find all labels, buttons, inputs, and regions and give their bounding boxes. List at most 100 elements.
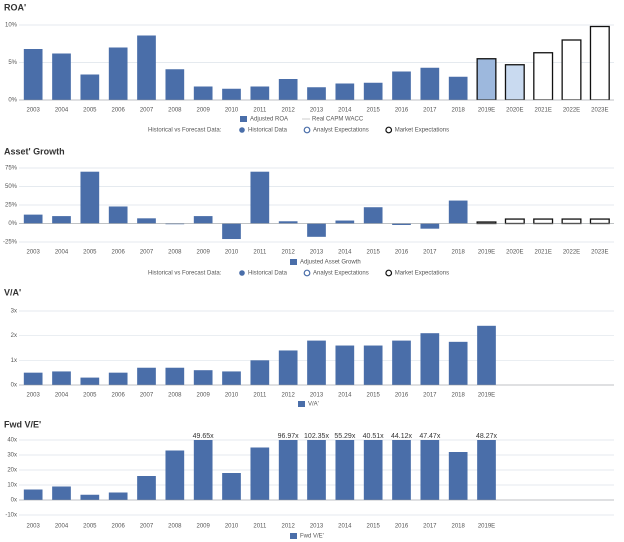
bar [307, 87, 326, 100]
x-tick-label: 2008 [168, 108, 182, 114]
x-tick-label: 2010 [225, 393, 239, 399]
x-tick-label: 2008 [168, 250, 182, 256]
bar [165, 223, 185, 225]
y-tick-label: 0% [8, 221, 17, 227]
y-tick-label: 3x [11, 309, 17, 315]
bar [80, 377, 100, 385]
bar [137, 218, 156, 224]
bar [165, 367, 185, 385]
bar [137, 35, 156, 100]
forecast-legend-title: Historical vs Forecast Data: [148, 271, 222, 277]
bar [108, 206, 128, 224]
legend-swatch [290, 259, 297, 265]
x-tick-label: 2018 [451, 108, 465, 114]
bar [363, 207, 383, 224]
x-tick-label: 2009 [196, 250, 210, 256]
legend-marker [239, 270, 245, 276]
bar [392, 440, 411, 500]
x-tick-label: 2008 [168, 524, 182, 530]
bars [23, 25, 610, 100]
bar [137, 367, 156, 385]
x-tick-label: 2013 [310, 250, 324, 256]
bar [363, 82, 383, 100]
x-tick-label: 2009 [196, 524, 210, 530]
bar [392, 223, 411, 225]
bar [250, 171, 270, 224]
x-tick-label: 2016 [395, 108, 409, 114]
legend-swatch [298, 401, 305, 407]
bar [561, 218, 582, 225]
bar [137, 476, 156, 500]
forecast-legend-title: Historical vs Forecast Data: [148, 128, 222, 134]
value-label: 102.35x [304, 433, 329, 440]
x-tick-label: 2015 [366, 250, 380, 256]
x-tick-label: 2011 [253, 250, 267, 256]
bar [222, 371, 241, 385]
legend-marker [385, 269, 393, 277]
y-tick-label: 1x [11, 358, 17, 364]
value-label: 47.47x [419, 433, 441, 440]
bar [23, 489, 43, 500]
x-tick-label: 2019E [478, 524, 495, 530]
x-tick-label: 2004 [55, 250, 69, 256]
bar [477, 440, 496, 500]
value-label: 55.29x [334, 433, 356, 440]
bar [448, 341, 468, 385]
x-tick-label: 2003 [26, 250, 40, 256]
bar [23, 214, 43, 224]
chart-title: Asset' Growth [4, 146, 65, 156]
x-tick-label: 2004 [55, 524, 69, 530]
chart-title: ROA' [4, 2, 26, 12]
x-tick-label: 2011 [253, 108, 267, 114]
x-tick-label: 2005 [83, 250, 97, 256]
bar [222, 473, 241, 500]
bar [504, 64, 525, 100]
bar [52, 216, 71, 224]
bar [448, 76, 468, 100]
x-tick-label: 2014 [338, 108, 352, 114]
x-tick-label: 2007 [140, 393, 154, 399]
x-tick-label: 2004 [55, 393, 69, 399]
x-tick-label: 2019E [478, 250, 495, 256]
y-tick-label: 0x [11, 383, 17, 389]
bar [420, 223, 440, 229]
x-tick-label: 2015 [366, 524, 380, 530]
bar [448, 200, 468, 224]
x-tick-label: 2017 [423, 108, 437, 114]
y-tick-label: 75% [5, 166, 18, 172]
x-tick-label: 2015 [366, 393, 380, 399]
bar [52, 371, 71, 385]
x-tick-label: 2013 [310, 393, 324, 399]
legend-label: Fwd V/E' [300, 534, 324, 540]
x-tick-label: 2005 [83, 393, 97, 399]
x-tick-label: 2011 [253, 524, 267, 530]
x-tick-label: 2007 [140, 108, 154, 114]
x-tick-label: 2006 [111, 108, 125, 114]
y-tick-label: 25% [5, 203, 18, 209]
x-tick-label: 2021E [534, 250, 551, 256]
bars [23, 171, 610, 240]
bar [448, 452, 468, 500]
x-tick-label: 2006 [111, 524, 125, 530]
legend-swatch [240, 116, 247, 122]
bar [52, 486, 71, 500]
x-tick-label: 2005 [83, 524, 97, 530]
bar [561, 39, 582, 100]
y-tick-label: 2x [11, 333, 17, 339]
y-tick-label: 0x [11, 498, 17, 504]
x-tick-label: 2017 [423, 393, 437, 399]
bar [335, 345, 355, 385]
bar [222, 88, 241, 100]
bar [476, 58, 497, 100]
legend-marker [385, 126, 393, 134]
x-tick-label: 2018 [451, 393, 465, 399]
legend-marker [303, 269, 311, 277]
x-tick-label: 2009 [196, 393, 210, 399]
legend-label: Historical Data [248, 271, 288, 277]
bar [165, 69, 185, 100]
y-tick-label: 10x [7, 483, 17, 489]
x-tick-label: 2022E [563, 108, 580, 114]
bar [52, 53, 71, 100]
bar [533, 52, 554, 100]
y-tick-label: 10% [5, 23, 18, 29]
